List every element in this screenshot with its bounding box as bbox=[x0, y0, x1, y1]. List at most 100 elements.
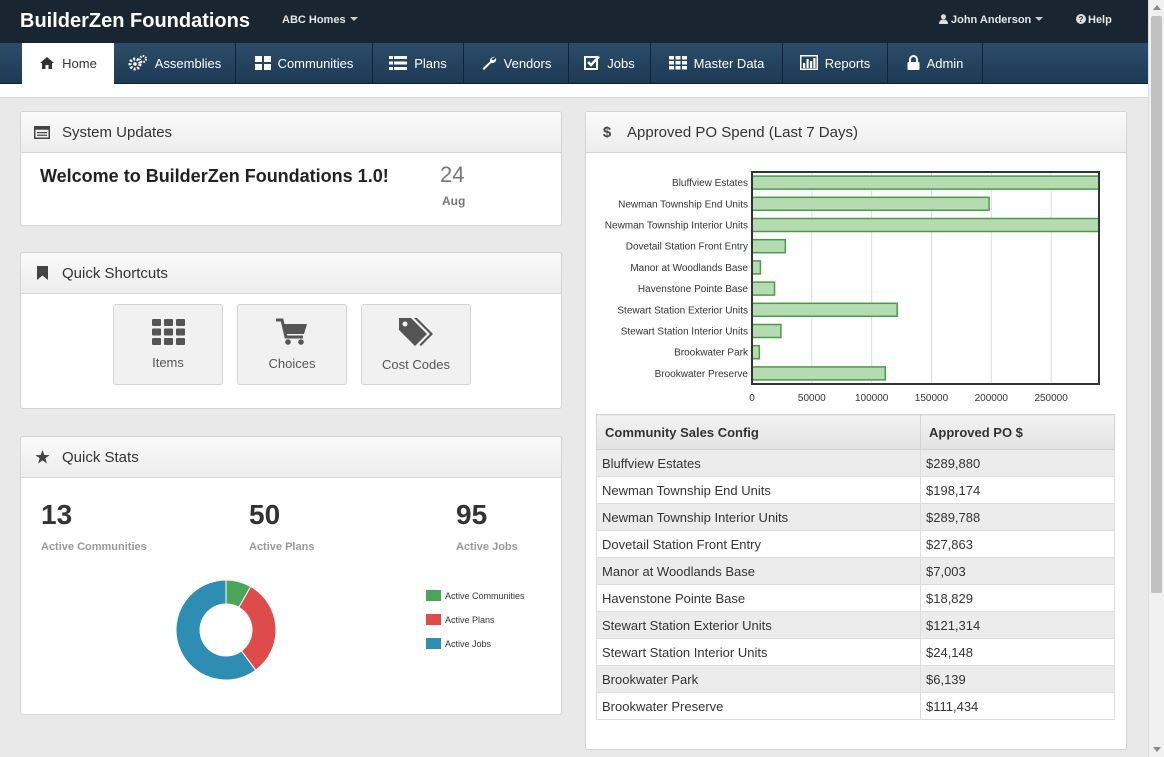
po-table: Community Sales Config Approved PO $ Blu… bbox=[596, 414, 1115, 720]
nav-vendors[interactable]: Vendors bbox=[464, 43, 569, 84]
table-row: Brookwater Park $6,139 bbox=[596, 665, 1115, 693]
chart-bar bbox=[751, 217, 1100, 233]
x-tick-label: 0 bbox=[749, 393, 755, 404]
chart-bar bbox=[751, 238, 787, 254]
list-icon bbox=[389, 55, 408, 72]
y-category-label: Stewart Station Exterior Units bbox=[617, 305, 748, 316]
legend-swatch bbox=[426, 638, 441, 649]
user-name: John Anderson bbox=[951, 14, 1032, 26]
shortcut-label: Items bbox=[152, 355, 184, 370]
cell-amount: $18,829 bbox=[920, 584, 1115, 612]
app-title[interactable]: BuilderZen Foundations bbox=[20, 10, 250, 32]
table-row: Newman Township End Units $198,174 bbox=[596, 476, 1115, 504]
nav-reports[interactable]: Reports bbox=[783, 43, 888, 84]
donut-slice-jobs bbox=[175, 579, 257, 681]
company-dropdown[interactable]: ABC Homes bbox=[282, 14, 358, 26]
cell-community: Stewart Station Exterior Units bbox=[596, 611, 921, 639]
grid-icon bbox=[254, 55, 271, 72]
chart-bar bbox=[751, 302, 898, 318]
x-tick-label: 200000 bbox=[975, 393, 1009, 404]
cell-amount: $6,139 bbox=[920, 665, 1115, 693]
bar-chart-icon bbox=[799, 55, 818, 72]
column-header[interactable]: Community Sales Config bbox=[596, 414, 921, 450]
legend-swatch bbox=[426, 614, 441, 625]
cell-community: Havenstone Pointe Base bbox=[596, 584, 921, 612]
cart-icon bbox=[276, 318, 307, 345]
help-link[interactable]: ? Help bbox=[1076, 14, 1112, 26]
cell-amount: $289,788 bbox=[920, 503, 1115, 531]
panel-header: Quick Shortcuts bbox=[21, 253, 561, 294]
list-alt-icon bbox=[34, 125, 50, 139]
nav-label: Plans bbox=[414, 56, 447, 71]
y-category-label: Stewart Station Interior Units bbox=[621, 327, 748, 338]
company-label: ABC Homes bbox=[282, 14, 346, 26]
user-menu[interactable]: John Anderson bbox=[939, 14, 1044, 26]
quick-stats-panel: Quick Stats 13 Active Communities 50 Act… bbox=[20, 436, 562, 715]
dollar-icon: $ bbox=[602, 123, 612, 141]
table-row: Bluffview Estates $289,880 bbox=[596, 449, 1115, 477]
bookmark-icon bbox=[34, 266, 50, 280]
stat-jobs-value: 95 bbox=[456, 499, 488, 530]
shortcut-label: Choices bbox=[268, 356, 316, 371]
nav-communities[interactable]: Communities bbox=[236, 43, 373, 84]
nav-master-data[interactable]: Master Data bbox=[651, 43, 783, 84]
nav-assemblies[interactable]: Assemblies bbox=[114, 43, 236, 84]
nav-plans[interactable]: Plans bbox=[373, 43, 464, 84]
chart-bar bbox=[751, 281, 776, 296]
table-row: Manor at Woodlands Base $7,003 bbox=[596, 557, 1115, 585]
panel-title: System Updates bbox=[62, 123, 173, 141]
chart-bar bbox=[751, 344, 761, 360]
cell-community: Brookwater Park bbox=[596, 665, 921, 693]
chart-bar bbox=[751, 366, 887, 381]
shortcut-items[interactable]: Items bbox=[113, 304, 223, 385]
table-row: Dovetail Station Front Entry $27,863 bbox=[596, 530, 1115, 558]
page-scrollbar[interactable] bbox=[1148, 0, 1164, 757]
chart-frame bbox=[751, 171, 1100, 385]
scrollbar-thumb[interactable] bbox=[1151, 16, 1162, 593]
legend-label: Active Jobs bbox=[445, 638, 492, 649]
panel-header: System Updates bbox=[21, 112, 561, 153]
y-category-label: Manor at Woodlands Base bbox=[630, 263, 748, 274]
nav-admin[interactable]: Admin bbox=[888, 43, 983, 84]
legend-label: Active Communities bbox=[445, 590, 525, 601]
scroll-up-arrow-icon[interactable] bbox=[1153, 5, 1161, 10]
stat-plans-label: Active Plans bbox=[249, 541, 315, 553]
legend-swatch bbox=[426, 590, 441, 601]
cell-amount: $111,434 bbox=[920, 692, 1115, 720]
cell-amount: $24,148 bbox=[920, 638, 1115, 666]
shortcut-cost-codes[interactable]: Cost Codes bbox=[361, 304, 471, 385]
cell-community: Manor at Woodlands Base bbox=[596, 557, 921, 585]
legend-item: Active Jobs bbox=[426, 638, 491, 649]
quick-shortcuts-panel: Quick Shortcuts Items Choices Cost Codes bbox=[20, 252, 562, 409]
update-day: 24 bbox=[440, 162, 465, 187]
column-header[interactable]: Approved PO $ bbox=[920, 414, 1115, 450]
y-category-label: Brookwater Park bbox=[674, 348, 749, 359]
top-bar: BuilderZen Foundations ABC Homes John An… bbox=[0, 0, 1148, 43]
stat-plans-value: 50 bbox=[249, 499, 281, 530]
stat-communities-label: Active Communities bbox=[41, 541, 147, 553]
nav-label: Reports bbox=[824, 56, 871, 71]
nav-label: Communities bbox=[277, 56, 354, 71]
panel-title: Approved PO Spend (Last 7 Days) bbox=[627, 123, 858, 141]
cell-community: Dovetail Station Front Entry bbox=[596, 530, 921, 558]
nav-jobs[interactable]: Jobs bbox=[569, 43, 651, 84]
system-updates-panel: System Updates Welcome to BuilderZen Fou… bbox=[20, 111, 562, 226]
y-category-label: Newman Township Interior Units bbox=[605, 221, 748, 232]
x-tick-label: 250000 bbox=[1034, 393, 1068, 404]
shortcut-choices[interactable]: Choices bbox=[237, 304, 347, 385]
grid-icon bbox=[151, 319, 185, 345]
svg-text:?: ? bbox=[1079, 15, 1084, 24]
nav-home[interactable]: Home bbox=[22, 43, 114, 84]
chart-bar bbox=[751, 323, 782, 339]
y-category-label: Bluffview Estates bbox=[672, 178, 748, 189]
x-tick-label: 150000 bbox=[915, 393, 949, 404]
panel-header: $ Approved PO Spend (Last 7 Days) bbox=[586, 112, 1126, 153]
cogs-icon bbox=[128, 54, 148, 73]
lock-icon bbox=[907, 55, 920, 72]
nav-label: Vendors bbox=[503, 56, 552, 71]
panel-title: Quick Stats bbox=[62, 448, 139, 466]
user-icon bbox=[939, 14, 948, 24]
cell-amount: $198,174 bbox=[920, 476, 1115, 504]
scroll-down-arrow-icon[interactable] bbox=[1153, 747, 1161, 752]
cell-community: Newman Township End Units bbox=[596, 476, 921, 504]
